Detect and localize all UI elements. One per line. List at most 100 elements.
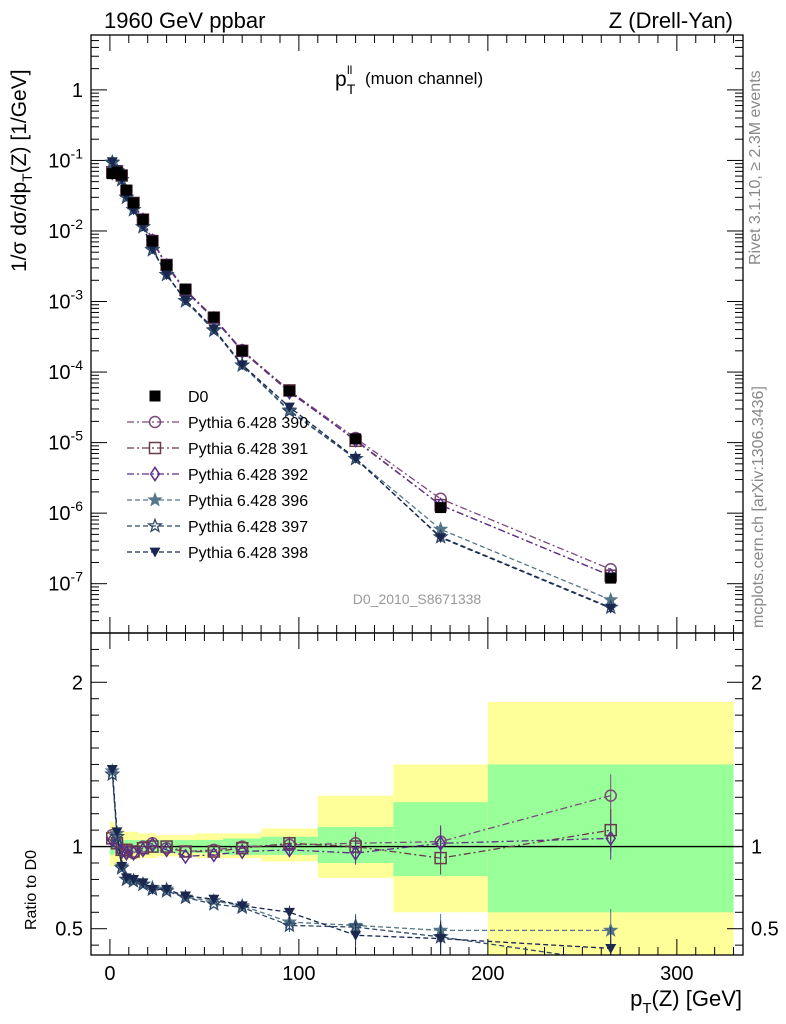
main-series-4-point (281, 402, 298, 418)
main-ytick-exp: -2 (71, 216, 84, 232)
legend-label-5: Pythia 6.428 398 (188, 545, 308, 562)
legend-label-0: Pythia 6.428 390 (188, 415, 308, 432)
main-ytick-base: 10 (48, 574, 70, 596)
ratio-series-5-point (116, 861, 128, 872)
main-series-line-5 (111, 161, 611, 609)
legend-marker-5 (149, 547, 161, 558)
main-ylabel: 1/σ dσ/dpT(Z) [1/GeV] (8, 69, 35, 272)
ratio-ytick-label: 2 (72, 672, 83, 694)
ratio-series-2-point (128, 845, 139, 862)
legend-label-2: Pythia 6.428 392 (188, 467, 308, 484)
main-series-5-point (161, 270, 173, 281)
main-ytick-base: 10 (48, 292, 70, 314)
ratio-series-5-point (128, 875, 140, 885)
main-ytick-label: 1 (72, 80, 83, 102)
ratio-ytick-label-right: 0.5 (751, 919, 779, 941)
main-series-5-point (208, 324, 220, 335)
main-ytick-exp: -4 (71, 357, 84, 373)
ratio-series-5-point (236, 901, 248, 912)
main-data-point (208, 311, 220, 323)
side-site-label: mcplots.cern.ch [arXiv:1306.3436] (750, 386, 767, 628)
main-panel-frame (90, 34, 744, 634)
ratio-series-line-1 (111, 829, 611, 859)
title-sup: ll (347, 63, 352, 77)
ratio-series-4-point (108, 828, 126, 844)
ratio-series-4-point (610, 953, 612, 955)
main-ytick-label: 10-3 (48, 287, 83, 314)
main-ytick-label: 10-6 (48, 498, 83, 525)
main-panel-title: pT (335, 68, 356, 97)
ratio-series-2-point (605, 830, 617, 847)
ratio-series-1-point (207, 845, 221, 858)
title-rest: (muon channel) (365, 69, 483, 88)
ratio-panel-frame (90, 632, 744, 956)
main-series-5-point (605, 603, 617, 614)
main-ytick-base: 10 (48, 150, 70, 172)
ratio-series-5-point (283, 907, 295, 918)
title-sub: T (347, 81, 356, 97)
legend-marker-2 (149, 466, 161, 482)
ratio-series-5-point (146, 884, 158, 895)
main-ylabel-text: 1/σ dσ/dp (8, 182, 31, 272)
ratio-series-2-point (121, 845, 132, 862)
ratio-series-2-point (137, 841, 149, 858)
main-data-point (120, 184, 132, 196)
ratio-series-2-point (284, 841, 295, 858)
ratio-ytick-label-right: 2 (751, 672, 762, 694)
main-series-line-4 (111, 162, 611, 609)
main-ytick-exp: -3 (71, 287, 84, 303)
xlabel-sub: T (642, 1000, 651, 1017)
main-data-point (128, 197, 140, 209)
main-data-point (283, 385, 295, 397)
main-data-point (116, 169, 128, 181)
legend-marker-4 (146, 517, 164, 533)
ratio-ytick-label-right: 1 (751, 837, 762, 859)
legend-label-data: D0 (188, 389, 209, 406)
main-ytick-label: 10-4 (48, 357, 83, 384)
ratio-series-2-point (236, 843, 248, 860)
legend-label-1: Pythia 6.428 391 (188, 441, 308, 458)
ratio-series-5-point (106, 764, 118, 775)
ratio-series-2-point (435, 835, 446, 852)
ratio-series-2-point (147, 836, 158, 853)
legend-marker-data (149, 390, 161, 402)
legend-marker-3 (147, 491, 163, 507)
main-series-5-point (146, 244, 158, 255)
main-data-point (137, 214, 149, 226)
ratio-series-4-point (205, 895, 222, 911)
side-rivet-label: Rivet 3.1.10, ≥ 2.3M events (747, 70, 764, 265)
legend-label-3: Pythia 6.428 396 (188, 493, 308, 510)
main-series-line-2 (112, 171, 611, 577)
ratio-series-2-point (350, 845, 361, 862)
main-series-5-point (283, 402, 295, 413)
main-series-5-point (179, 295, 191, 306)
main-series-5-point (435, 533, 447, 544)
main-ytick-label: 10-2 (48, 216, 83, 243)
ratio-series-5-point (161, 884, 173, 895)
main-ytick-label: 10-5 (48, 428, 83, 455)
ratio-xtick-label: 300 (660, 963, 693, 985)
analysis-id-label: D0_2010_S8671338 (353, 591, 482, 607)
main-data-point (179, 283, 191, 295)
xlabel-p: p (630, 986, 642, 1011)
main-ytick-base: 10 (48, 221, 70, 243)
main-ytick-base: 10 (48, 503, 70, 525)
main-series-line-1 (112, 170, 611, 577)
ratio-xlabel: pT(Z) [GeV] (630, 986, 742, 1017)
title-p: p (335, 68, 347, 91)
legend-label-4: Pythia 6.428 397 (188, 519, 308, 536)
ratio-series-5-point (350, 930, 362, 941)
ratio-series-1-point (235, 841, 249, 855)
main-ytick-base: 10 (48, 362, 70, 384)
ratio-series-5-point (179, 891, 191, 902)
ratio-ytick-label: 1 (72, 837, 83, 859)
ratio-ytick-label: 0.5 (55, 919, 83, 941)
ratio-series-5-point (137, 878, 149, 889)
ratio-series-2-point (208, 846, 220, 863)
main-data-point (161, 259, 173, 271)
ratio-series-5-point (605, 944, 617, 954)
header-right-label: Z (Drell-Yan) (609, 8, 733, 33)
main-ytick-exp: -7 (71, 569, 84, 585)
ratio-series-1-point (179, 845, 192, 858)
ratio-series-2-point (161, 841, 172, 858)
